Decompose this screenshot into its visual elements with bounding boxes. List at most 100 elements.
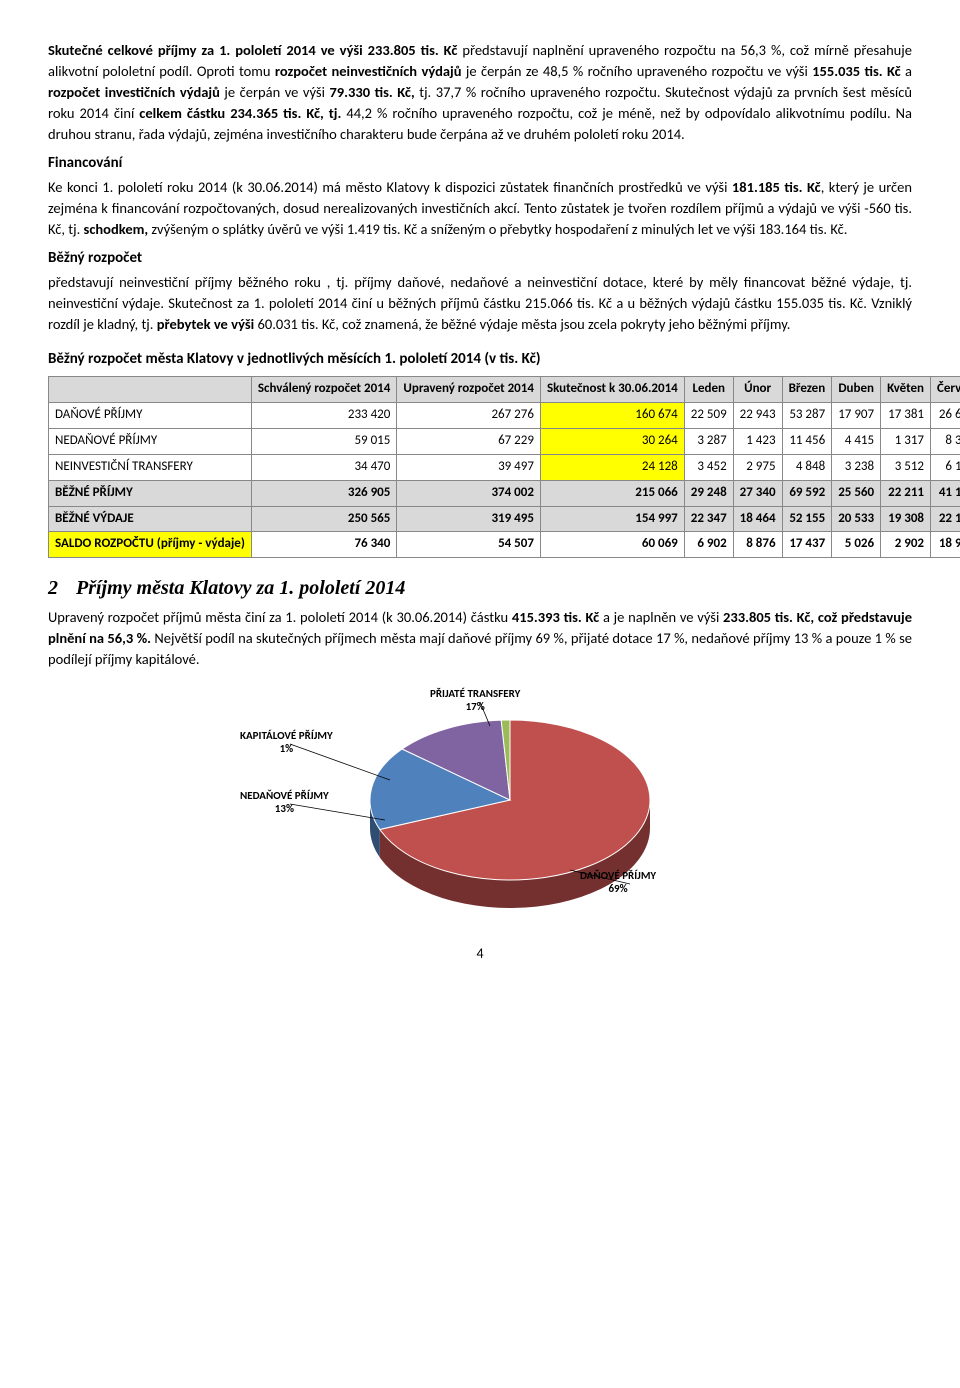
intro-bold-4: rozpočet investičních výdajů (48, 83, 220, 101)
pie-label: NEDAŇOVÉ PŘÍJMY13% (240, 790, 329, 815)
table-cell: 3 512 (881, 454, 931, 480)
table-cell: 34 470 (251, 454, 396, 480)
row-label: NEINVESTIČNÍ TRANSFERY (49, 454, 252, 480)
table-cell: 4 415 (832, 429, 881, 455)
table-cell: 326 905 (251, 480, 396, 506)
table-cell: 26 647 (931, 403, 960, 429)
table-cell: 267 276 (397, 403, 541, 429)
table-row: NEINVESTIČNÍ TRANSFERY34 47039 49724 128… (49, 454, 960, 480)
table-cell: 22 190 (931, 506, 960, 532)
table-title: Běžný rozpočet města Klatovy v jednotliv… (48, 349, 912, 371)
table-cell: 60 069 (540, 532, 684, 558)
table-cell: 18 925 (931, 532, 960, 558)
table-cell: 3 238 (832, 454, 881, 480)
intro-t4: je čerpán ve výši (220, 83, 330, 101)
table-cell: 30 264 (540, 429, 684, 455)
table-cell: 250 565 (251, 506, 396, 532)
table-cell: 4 848 (782, 454, 832, 480)
table-cell: 29 248 (684, 480, 733, 506)
table-cell: 5 026 (832, 532, 881, 558)
table-cell: 22 211 (881, 480, 931, 506)
row-label: BĚŽNÉ VÝDAJE (49, 506, 252, 532)
table-cell: 1 317 (881, 429, 931, 455)
table-cell: 54 507 (397, 532, 541, 558)
table-header: Březen (782, 377, 832, 403)
table-cell: 25 560 (832, 480, 881, 506)
table-cell: 41 115 (931, 480, 960, 506)
fin-t1: Ke konci 1. pololetí roku 2014 (k 30.06.… (48, 178, 732, 196)
table-cell: 18 464 (733, 506, 782, 532)
table-cell: 11 456 (782, 429, 832, 455)
table-header (49, 377, 252, 403)
heading-financovani: Financování (48, 153, 912, 175)
table-header: Upravený rozpočet 2014 (397, 377, 541, 403)
table-header: Červen (931, 377, 960, 403)
pie-label: KAPITÁLOVÉ PŘÍJMY1% (240, 730, 333, 755)
table-cell: 154 997 (540, 506, 684, 532)
table-header: Schválený rozpočet 2014 (251, 377, 396, 403)
table-header: Květen (881, 377, 931, 403)
pie-chart: PŘIJATÉ TRANSFERY17% KAPITÁLOVÉ PŘÍJMY1% N… (180, 680, 780, 920)
table-cell: 76 340 (251, 532, 396, 558)
table-cell: 67 229 (397, 429, 541, 455)
table-cell: 69 592 (782, 480, 832, 506)
table-cell: 24 128 (540, 454, 684, 480)
table-header: Skutečnost k 30.06.2014 (540, 377, 684, 403)
table-cell: 17 437 (782, 532, 832, 558)
intro-paragraph: Skutečné celkové příjmy za 1. pololetí 2… (48, 40, 912, 145)
intro-bold-3: 155.035 tis. Kč (812, 62, 901, 80)
table-cell: 20 533 (832, 506, 881, 532)
pie-label: DAŇOVÉ PŘÍJMY69% (580, 870, 656, 895)
budget-table: Schválený rozpočet 2014Upravený rozpočet… (48, 376, 960, 558)
bezny-paragraph: představují neinvestiční příjmy běžného … (48, 272, 912, 335)
table-cell: 2 902 (881, 532, 931, 558)
bez-b1: přebytek ve výši (157, 315, 258, 333)
row-label: DAŇOVÉ PŘÍJMY (49, 403, 252, 429)
section-2-title: Příjmy města Klatovy za 1. pololetí 2014 (76, 577, 405, 599)
page-number: 4 (48, 944, 912, 964)
table-row: BĚŽNÉ PŘÍJMY326 905374 002215 06629 2482… (49, 480, 960, 506)
financovani-paragraph: Ke konci 1. pololetí roku 2014 (k 30.06.… (48, 177, 912, 240)
table-cell: 27 340 (733, 480, 782, 506)
table-cell: 233 420 (251, 403, 396, 429)
row-label: NEDAŇOVÉ PŘÍJMY (49, 429, 252, 455)
intro-bold-1: Skutečné celkové příjmy za 1. pololetí 2… (48, 41, 457, 59)
table-row: BĚŽNÉ VÝDAJE250 565319 495154 99722 3471… (49, 506, 960, 532)
table-cell: 52 155 (782, 506, 832, 532)
intro-t3: a (901, 62, 912, 80)
section-2-paragraph: Upravený rozpočet příjmů města činí za 1… (48, 607, 912, 670)
fin-b2: schodkem, (84, 220, 149, 238)
table-cell: 22 509 (684, 403, 733, 429)
table-cell: 17 381 (881, 403, 931, 429)
s2-t1: Upravený rozpočet příjmů města činí za 1… (48, 608, 512, 626)
table-cell: 39 497 (397, 454, 541, 480)
row-label: SALDO ROZPOČTU (příjmy - výdaje) (49, 532, 252, 558)
table-cell: 59 015 (251, 429, 396, 455)
table-cell: 22 347 (684, 506, 733, 532)
table-cell: 1 423 (733, 429, 782, 455)
table-cell: 53 287 (782, 403, 832, 429)
pie-label: PŘIJATÉ TRANSFERY17% (430, 688, 520, 713)
table-cell: 6 902 (684, 532, 733, 558)
heading-bezny: Běžný rozpočet (48, 248, 912, 270)
table-cell: 8 365 (931, 429, 960, 455)
table-header: Únor (733, 377, 782, 403)
table-cell: 3 287 (684, 429, 733, 455)
table-cell: 374 002 (397, 480, 541, 506)
section-2-heading: 2Příjmy města Klatovy za 1. pololetí 201… (48, 574, 912, 603)
table-header: Duben (832, 377, 881, 403)
s2-b1: 415.393 tis. Kč (512, 608, 599, 626)
table-row: SALDO ROZPOČTU (příjmy - výdaje)76 34054… (49, 532, 960, 558)
table-cell: 8 876 (733, 532, 782, 558)
table-cell: 6 103 (931, 454, 960, 480)
table-row: DAŇOVÉ PŘÍJMY233 420267 276160 67422 509… (49, 403, 960, 429)
fin-t3: zvýšeným o splátky úvěrů ve výši 1.419 t… (148, 220, 847, 238)
intro-bold-6: celkem částku 234.365 tis. Kč, tj. (139, 104, 346, 122)
row-label: BĚŽNÉ PŘÍJMY (49, 480, 252, 506)
intro-bold-5: 79.330 tis. Kč, (329, 83, 419, 101)
table-cell: 19 308 (881, 506, 931, 532)
table-row: NEDAŇOVÉ PŘÍJMY59 01567 22930 2643 2871 … (49, 429, 960, 455)
table-cell: 17 907 (832, 403, 881, 429)
table-header: Leden (684, 377, 733, 403)
s2-t2: a je naplněn ve výši (599, 608, 723, 626)
